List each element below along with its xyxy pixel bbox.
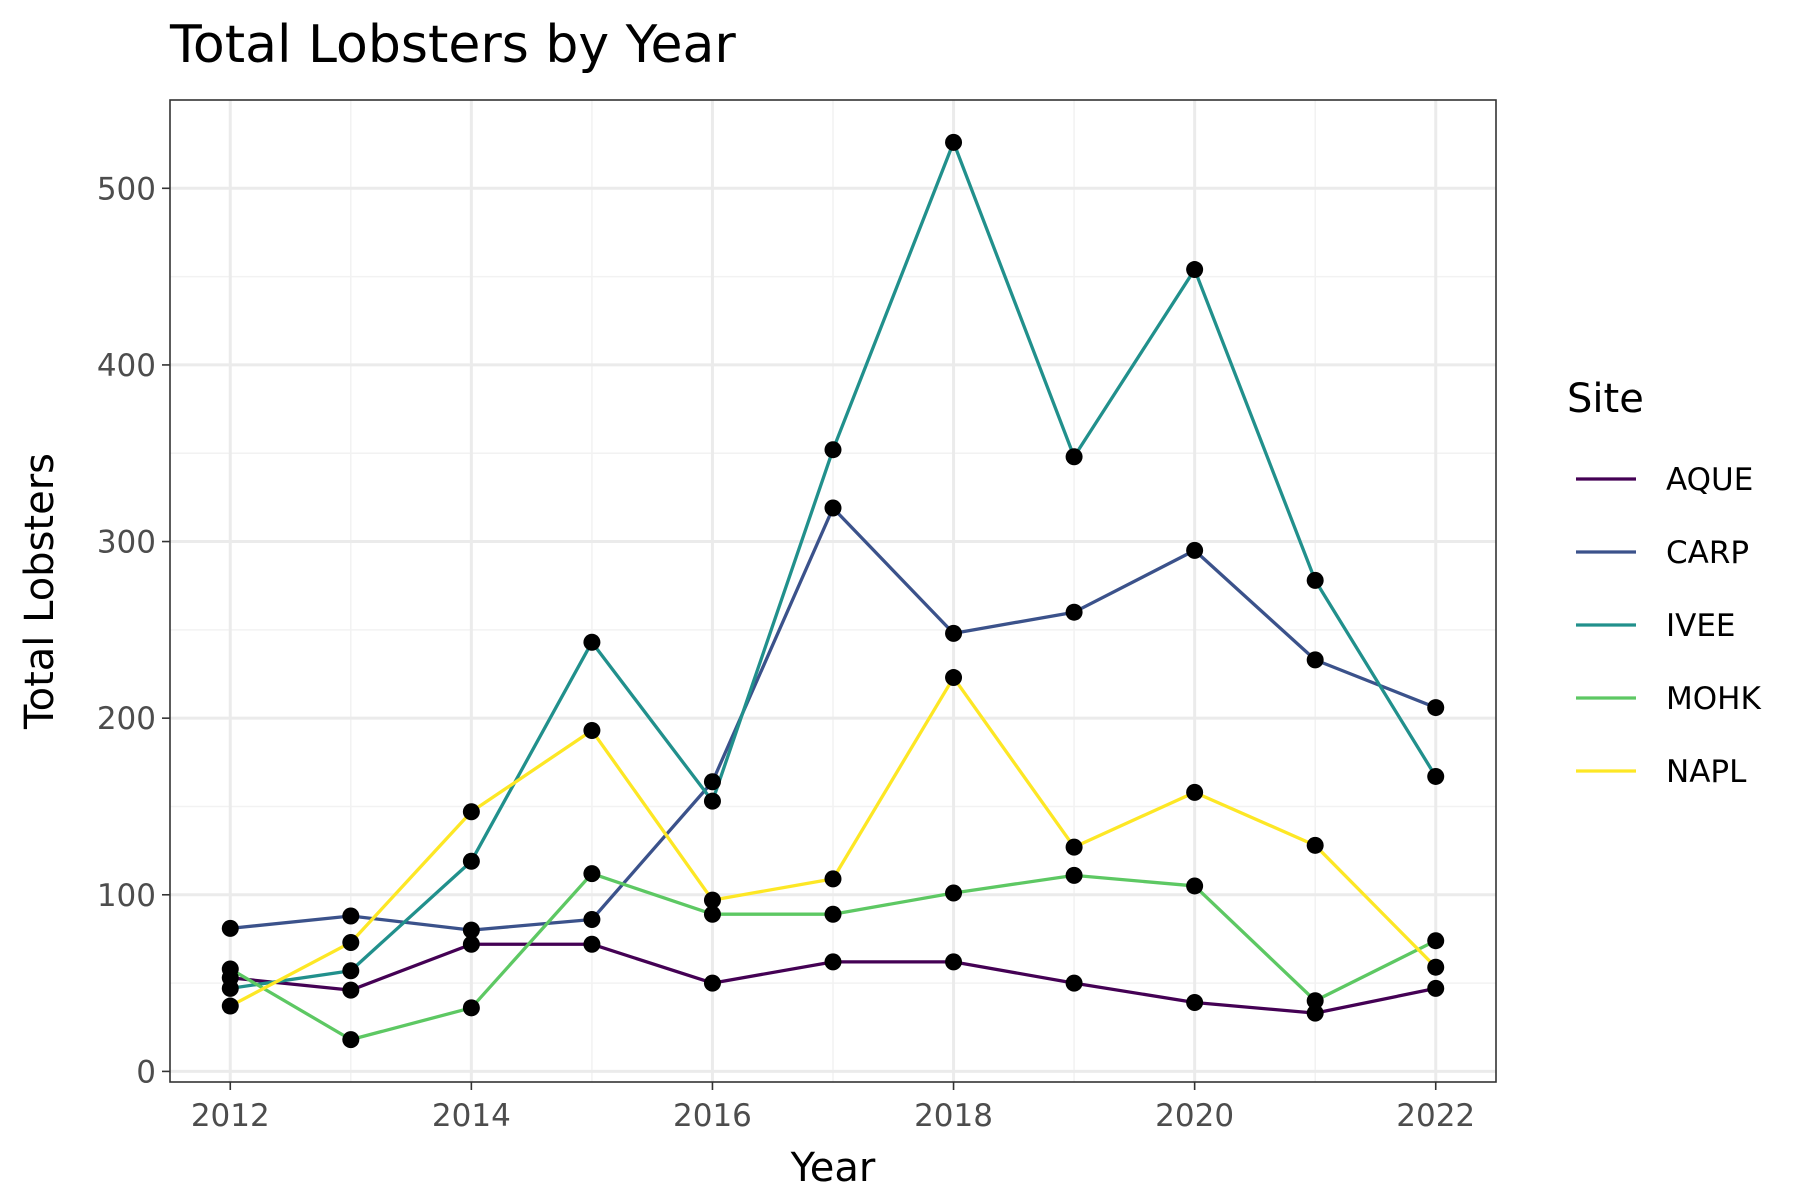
legend-label-ivee: IVEE <box>1666 608 1736 644</box>
data-point-ivee <box>1306 571 1324 589</box>
x-tick-label: 2016 <box>673 1098 752 1134</box>
data-point-mohk <box>342 1031 360 1049</box>
data-point-carp <box>945 624 963 642</box>
data-point-ivee <box>583 633 601 651</box>
legend-label-aque: AQUE <box>1666 462 1753 498</box>
chart-title: Total Lobsters by Year <box>169 15 736 75</box>
data-point-napl <box>1427 958 1445 976</box>
data-point-carp <box>1306 651 1324 669</box>
data-point-napl <box>945 669 963 687</box>
y-tick-label: 200 <box>97 701 156 737</box>
data-point-mohk <box>1065 866 1083 884</box>
x-axis: 2012 2014 2016 2018 2020 2022 <box>191 1082 1475 1134</box>
data-point-mohk <box>824 905 842 923</box>
data-point-napl <box>462 803 480 821</box>
data-point-napl <box>583 722 601 740</box>
data-point-aque <box>824 953 842 971</box>
data-point-mohk <box>945 884 963 902</box>
y-tick-label: 100 <box>97 878 156 914</box>
data-point-ivee <box>462 852 480 870</box>
legend-label-napl: NAPL <box>1666 754 1747 790</box>
data-point-aque <box>462 935 480 953</box>
data-point-napl <box>703 891 721 909</box>
data-point-carp <box>703 773 721 791</box>
legend-label-mohk: MOHK <box>1666 681 1761 717</box>
data-point-carp <box>1065 603 1083 621</box>
legend-label-carp: CARP <box>1666 535 1749 571</box>
grid <box>170 100 1496 1082</box>
data-point-napl <box>342 933 360 951</box>
data-point-carp <box>583 911 601 929</box>
data-point-aque <box>1427 979 1445 997</box>
data-point-aque <box>583 935 601 953</box>
legend: Site AQUE CARP IVEE MOHK NAPL <box>1567 376 1761 790</box>
data-point-ivee <box>1065 448 1083 466</box>
data-point-carp <box>824 499 842 517</box>
data-point-aque <box>342 981 360 999</box>
data-point-carp <box>221 919 239 937</box>
y-tick-label: 0 <box>136 1054 156 1090</box>
data-point-aque <box>945 953 963 971</box>
y-axis-title: Total Lobsters <box>17 453 63 730</box>
data-point-mohk <box>1186 877 1204 895</box>
data-point-mohk <box>1427 932 1445 950</box>
y-tick-label: 500 <box>97 171 156 207</box>
data-point-ivee <box>945 133 963 151</box>
data-point-ivee <box>342 962 360 980</box>
x-tick-label: 2018 <box>914 1098 993 1134</box>
data-point-napl <box>1065 838 1083 856</box>
data-point-napl <box>221 997 239 1015</box>
plot-panel <box>169 99 1497 1083</box>
data-point-napl <box>1186 783 1204 801</box>
legend-title: Site <box>1567 376 1644 422</box>
data-point-napl <box>824 870 842 888</box>
data-point-mohk <box>703 905 721 923</box>
legend-items: AQUE CARP IVEE MOHK NAPL <box>1576 462 1761 790</box>
x-tick-label: 2012 <box>191 1098 270 1134</box>
data-point-mohk <box>221 960 239 978</box>
data-point-ivee <box>1427 767 1445 785</box>
data-point-mohk <box>583 865 601 883</box>
data-points <box>221 133 1445 1049</box>
data-point-mohk <box>1306 992 1324 1010</box>
data-point-napl <box>1306 836 1324 854</box>
y-axis: 0 100 200 300 400 500 <box>97 171 170 1090</box>
data-point-aque <box>703 974 721 992</box>
x-axis-title: Year <box>790 1145 876 1191</box>
x-tick-label: 2014 <box>432 1098 511 1134</box>
data-point-ivee <box>824 441 842 459</box>
data-point-carp <box>1186 541 1204 559</box>
data-point-aque <box>1306 1004 1324 1022</box>
data-point-carp <box>1427 699 1445 717</box>
data-point-mohk <box>462 999 480 1017</box>
data-point-carp <box>462 921 480 939</box>
x-tick-label: 2022 <box>1396 1098 1475 1134</box>
y-tick-label: 300 <box>97 525 156 561</box>
data-point-ivee <box>1186 261 1204 279</box>
y-tick-label: 400 <box>97 348 156 384</box>
x-tick-label: 2020 <box>1155 1098 1234 1134</box>
data-point-ivee <box>221 979 239 997</box>
data-point-aque <box>1065 974 1083 992</box>
data-point-aque <box>1186 994 1204 1012</box>
data-point-ivee <box>703 792 721 810</box>
data-point-carp <box>342 907 360 925</box>
